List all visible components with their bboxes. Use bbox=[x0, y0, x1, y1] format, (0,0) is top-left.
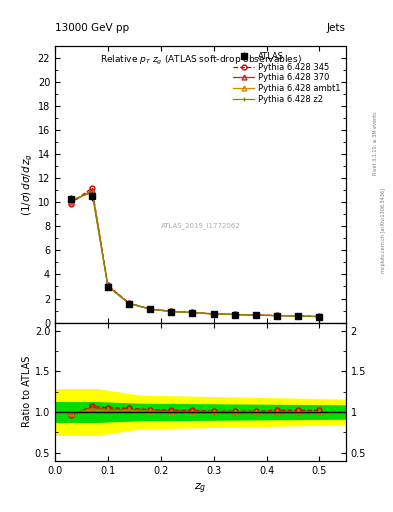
Pythia 6.428 z2 bbox=[148, 306, 152, 312]
Pythia 6.428 370 bbox=[317, 313, 322, 319]
Pythia 6.428 z2 bbox=[190, 310, 195, 316]
Pythia 6.428 ambt1 bbox=[68, 197, 73, 203]
Pythia 6.428 z2 bbox=[127, 301, 131, 307]
Pythia 6.428 ambt1 bbox=[275, 312, 279, 318]
Pythia 6.428 345 bbox=[127, 300, 131, 306]
Pythia 6.428 z2 bbox=[90, 188, 94, 195]
Pythia 6.428 370 bbox=[275, 312, 279, 318]
Pythia 6.428 z2 bbox=[275, 313, 279, 319]
Pythia 6.428 ambt1 bbox=[127, 301, 131, 307]
Line: Pythia 6.428 345: Pythia 6.428 345 bbox=[68, 185, 322, 319]
Pythia 6.428 370 bbox=[211, 311, 216, 317]
Pythia 6.428 370 bbox=[169, 308, 174, 314]
Text: Jets: Jets bbox=[327, 23, 346, 33]
Text: Rivet 3.1.10, ≥ 3M events: Rivet 3.1.10, ≥ 3M events bbox=[373, 112, 378, 175]
Text: 13000 GeV pp: 13000 GeV pp bbox=[55, 23, 129, 33]
Pythia 6.428 370 bbox=[296, 313, 301, 319]
Pythia 6.428 370 bbox=[253, 312, 258, 318]
Pythia 6.428 345 bbox=[232, 311, 237, 317]
Pythia 6.428 370 bbox=[127, 300, 131, 306]
Pythia 6.428 ambt1 bbox=[90, 189, 94, 196]
Pythia 6.428 345 bbox=[190, 309, 195, 315]
Pythia 6.428 z2 bbox=[253, 312, 258, 318]
Pythia 6.428 z2 bbox=[296, 313, 301, 319]
Pythia 6.428 ambt1 bbox=[211, 311, 216, 317]
Line: Pythia 6.428 z2: Pythia 6.428 z2 bbox=[68, 189, 322, 319]
Pythia 6.428 345 bbox=[148, 306, 152, 312]
Pythia 6.428 345 bbox=[275, 312, 279, 318]
Line: Pythia 6.428 370: Pythia 6.428 370 bbox=[68, 188, 322, 319]
X-axis label: $z_g$: $z_g$ bbox=[194, 481, 207, 496]
Pythia 6.428 345 bbox=[90, 185, 94, 191]
Pythia 6.428 370 bbox=[90, 187, 94, 194]
Pythia 6.428 z2 bbox=[169, 308, 174, 314]
Line: Pythia 6.428 ambt1: Pythia 6.428 ambt1 bbox=[68, 190, 322, 319]
Pythia 6.428 z2 bbox=[68, 198, 73, 204]
Pythia 6.428 z2 bbox=[106, 283, 110, 289]
Pythia 6.428 370 bbox=[148, 306, 152, 312]
Pythia 6.428 ambt1 bbox=[106, 284, 110, 290]
Pythia 6.428 z2 bbox=[232, 312, 237, 318]
Pythia 6.428 345 bbox=[296, 313, 301, 319]
Y-axis label: $(1/\sigma)\,d\sigma/d\,z_g$: $(1/\sigma)\,d\sigma/d\,z_g$ bbox=[20, 153, 35, 216]
Text: Relative $p_T$ $z_g$ (ATLAS soft-drop observables): Relative $p_T$ $z_g$ (ATLAS soft-drop ob… bbox=[99, 54, 301, 68]
Pythia 6.428 ambt1 bbox=[190, 310, 195, 316]
Pythia 6.428 345 bbox=[253, 312, 258, 318]
Pythia 6.428 ambt1 bbox=[169, 308, 174, 314]
Pythia 6.428 z2 bbox=[211, 311, 216, 317]
Pythia 6.428 370 bbox=[190, 310, 195, 316]
Pythia 6.428 ambt1 bbox=[148, 306, 152, 312]
Text: ATLAS_2019_I1772062: ATLAS_2019_I1772062 bbox=[161, 222, 240, 229]
Pythia 6.428 370 bbox=[106, 283, 110, 289]
Pythia 6.428 345 bbox=[106, 282, 110, 288]
Pythia 6.428 345 bbox=[169, 308, 174, 314]
Pythia 6.428 345 bbox=[317, 313, 322, 319]
Legend: ATLAS, Pythia 6.428 345, Pythia 6.428 370, Pythia 6.428 ambt1, Pythia 6.428 z2: ATLAS, Pythia 6.428 345, Pythia 6.428 37… bbox=[230, 49, 343, 107]
Pythia 6.428 345 bbox=[68, 201, 73, 207]
Y-axis label: Ratio to ATLAS: Ratio to ATLAS bbox=[22, 356, 32, 428]
Pythia 6.428 345 bbox=[211, 311, 216, 317]
Text: mcplots.cern.ch [arXiv:1306.3436]: mcplots.cern.ch [arXiv:1306.3436] bbox=[381, 188, 386, 273]
Pythia 6.428 ambt1 bbox=[317, 313, 322, 319]
Pythia 6.428 z2 bbox=[317, 313, 322, 319]
Pythia 6.428 ambt1 bbox=[253, 312, 258, 318]
Pythia 6.428 ambt1 bbox=[296, 313, 301, 319]
Pythia 6.428 370 bbox=[232, 311, 237, 317]
Pythia 6.428 ambt1 bbox=[232, 311, 237, 317]
Pythia 6.428 370 bbox=[68, 199, 73, 205]
